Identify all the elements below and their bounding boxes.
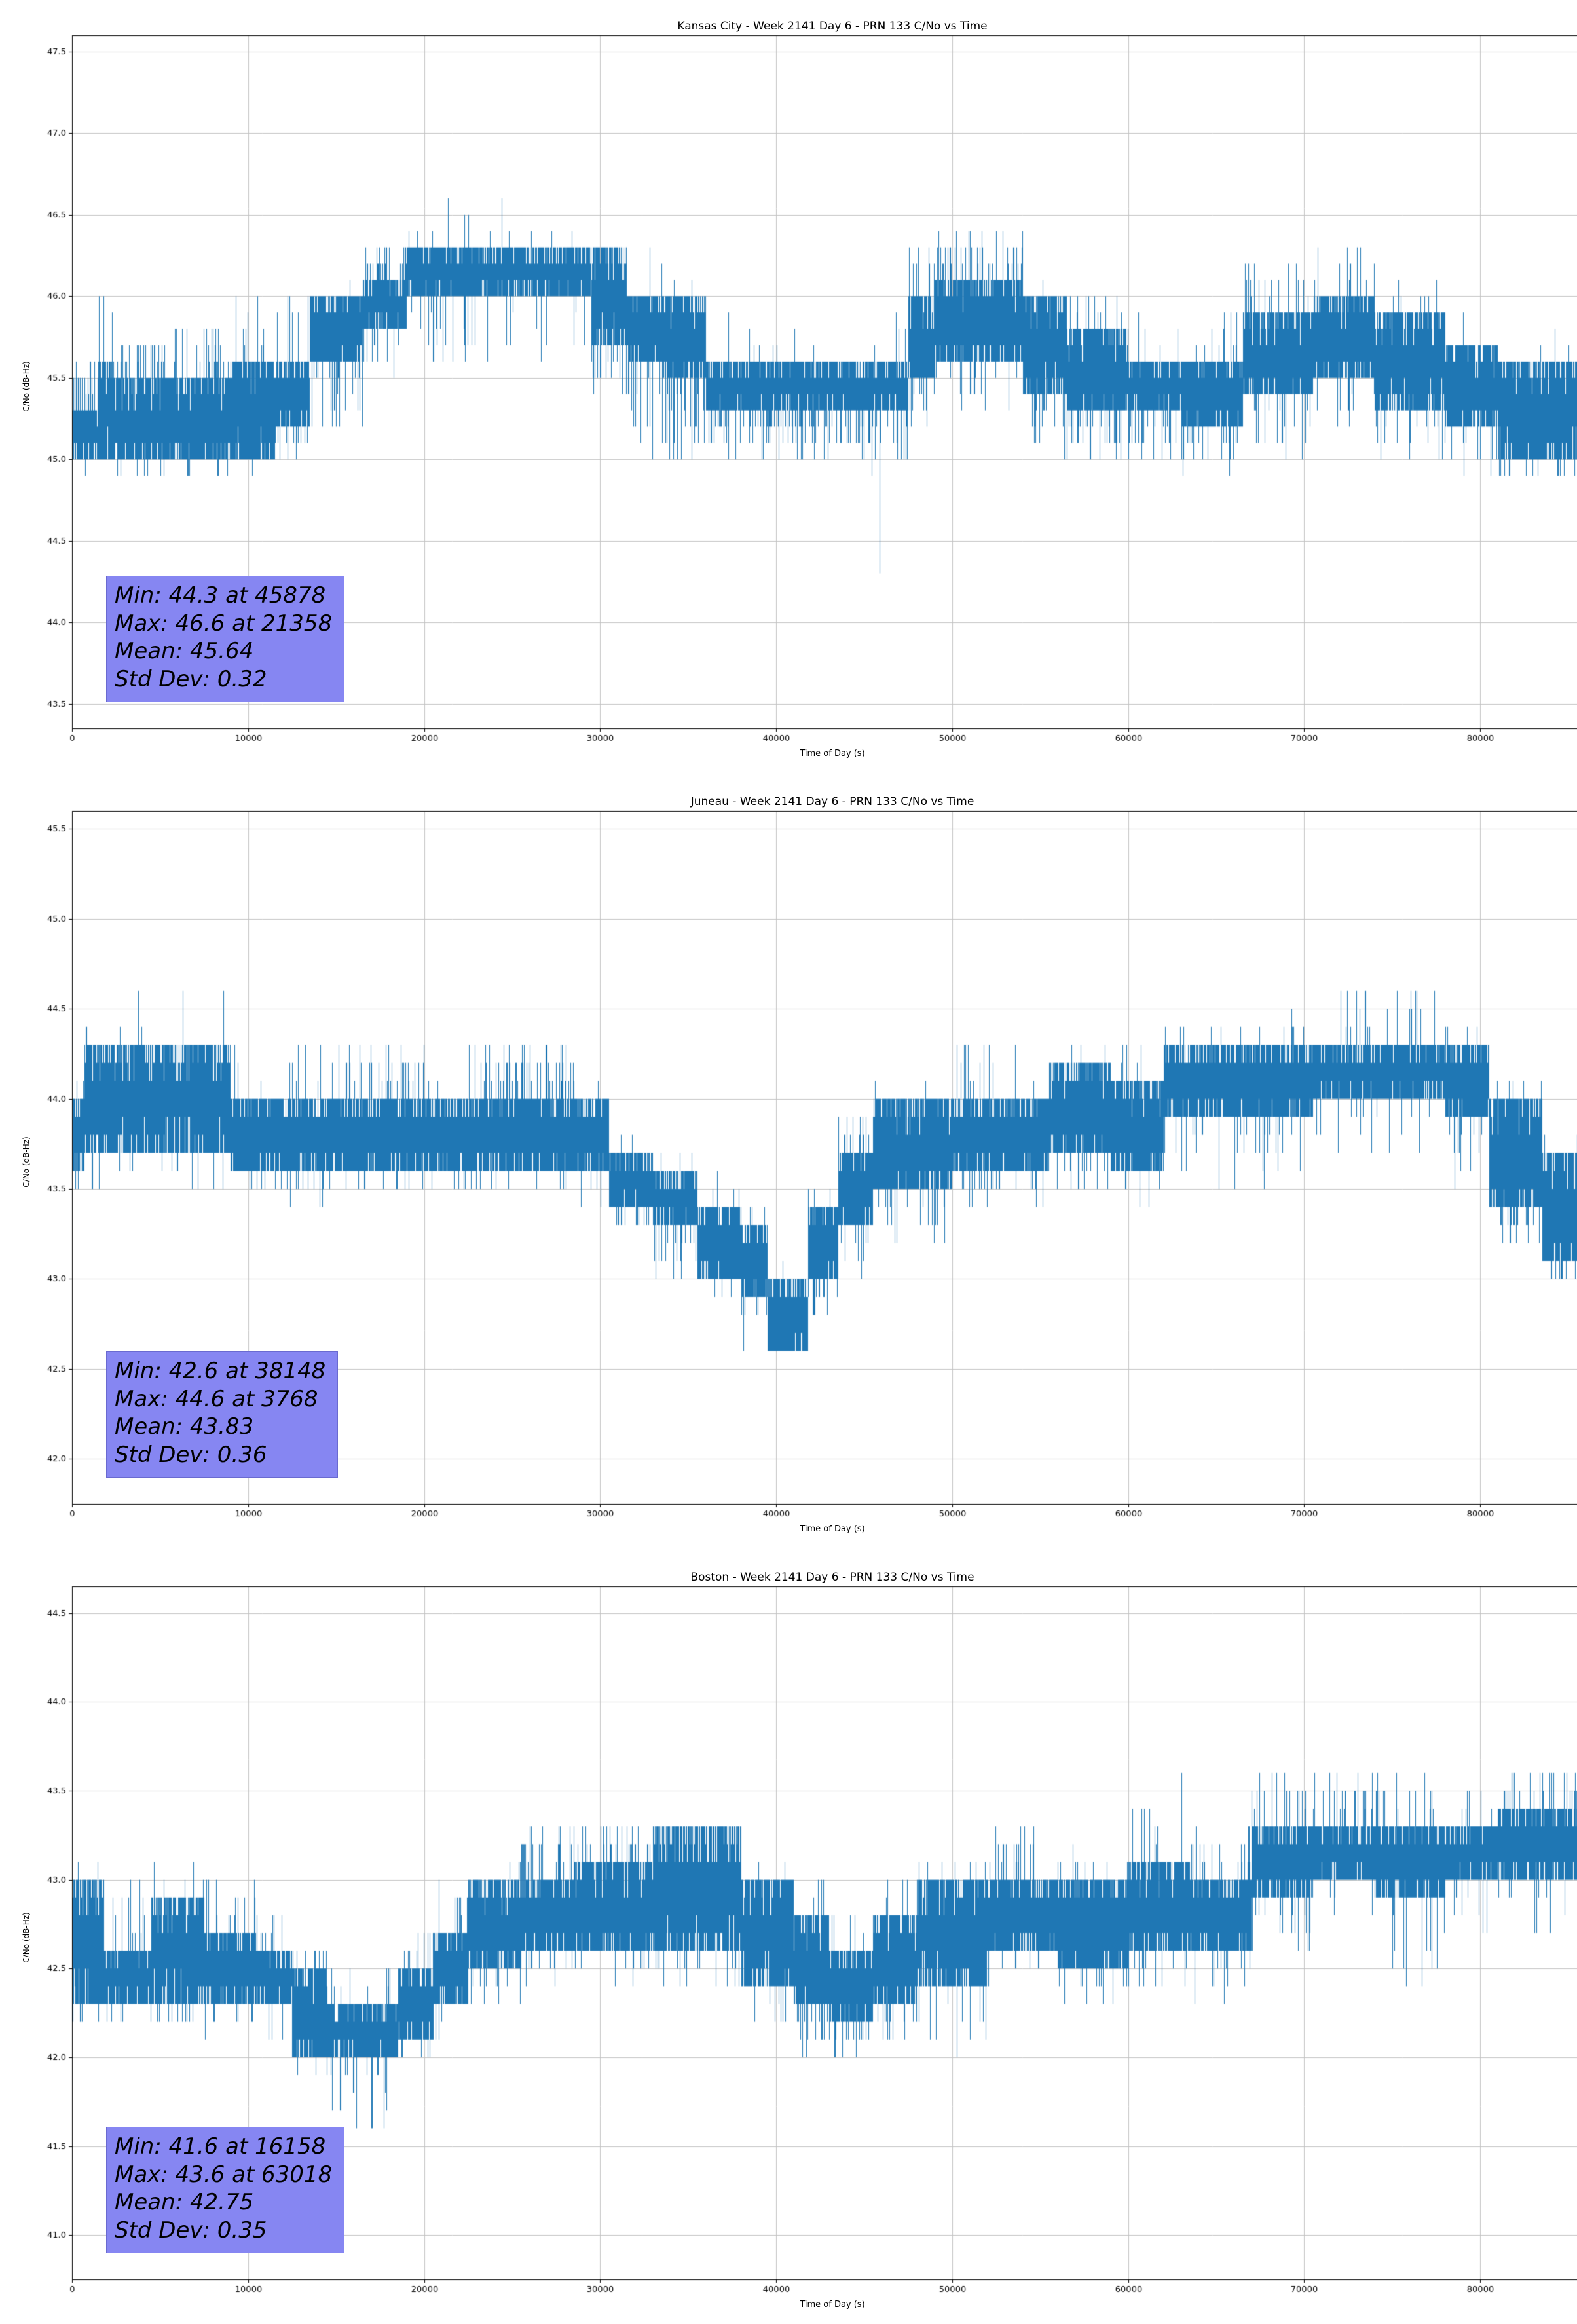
stat-mean: Mean: 42.75: [115, 2189, 254, 2216]
stat-stddev: Std Dev: 0.32: [115, 666, 267, 693]
figure-juneau: Juneau - Week 2141 Day 6 - PRN 133 C/No …: [22, 791, 1577, 1538]
figure-boston: Boston - Week 2141 Day 6 - PRN 133 C/No …: [22, 1567, 1577, 2314]
stat-mean: Mean: 45.64: [115, 638, 254, 665]
stat-stddev: Std Dev: 0.35: [115, 2217, 267, 2244]
stats-annotation-kansas-city: Min: 44.3 at 45878 Max: 46.6 at 21358 Me…: [106, 575, 345, 702]
stat-max: Max: 43.6 at 63018: [115, 2161, 333, 2188]
stat-stddev: Std Dev: 0.36: [115, 1442, 267, 1469]
stat-min: Min: 42.6 at 38148: [115, 1357, 326, 1384]
stat-min: Min: 41.6 at 16158: [115, 2133, 326, 2160]
x-axis-label-boston: Time of Day (s): [800, 2300, 865, 2310]
stat-min: Min: 44.3 at 45878: [115, 582, 326, 609]
chart-title-kansas-city: Kansas City - Week 2141 Day 6 - PRN 133 …: [677, 20, 988, 33]
chart-title-juneau: Juneau - Week 2141 Day 6 - PRN 133 C/No …: [690, 795, 974, 808]
stat-max: Max: 46.6 at 21358: [115, 610, 333, 637]
y-axis-label-juneau: C/No (dB-Hz): [22, 1136, 31, 1188]
stats-annotation-boston: Min: 41.6 at 16158 Max: 43.6 at 63018 Me…: [106, 2126, 345, 2253]
figure-kansas-city: Kansas City - Week 2141 Day 6 - PRN 133 …: [22, 16, 1577, 762]
chart-title-boston: Boston - Week 2141 Day 6 - PRN 133 C/No …: [690, 1571, 974, 1584]
stat-max: Max: 44.6 at 3768: [115, 1385, 318, 1412]
x-axis-label-kansas-city: Time of Day (s): [800, 749, 865, 759]
y-axis-label-boston: C/No (dB-Hz): [22, 1912, 31, 1963]
stats-annotation-juneau: Min: 42.6 at 38148 Max: 44.6 at 3768 Mea…: [106, 1351, 339, 1478]
x-axis-label-juneau: Time of Day (s): [800, 1524, 865, 1534]
y-axis-label-kansas-city: C/No (dB-Hz): [22, 361, 31, 412]
stat-mean: Mean: 43.83: [115, 1414, 254, 1440]
